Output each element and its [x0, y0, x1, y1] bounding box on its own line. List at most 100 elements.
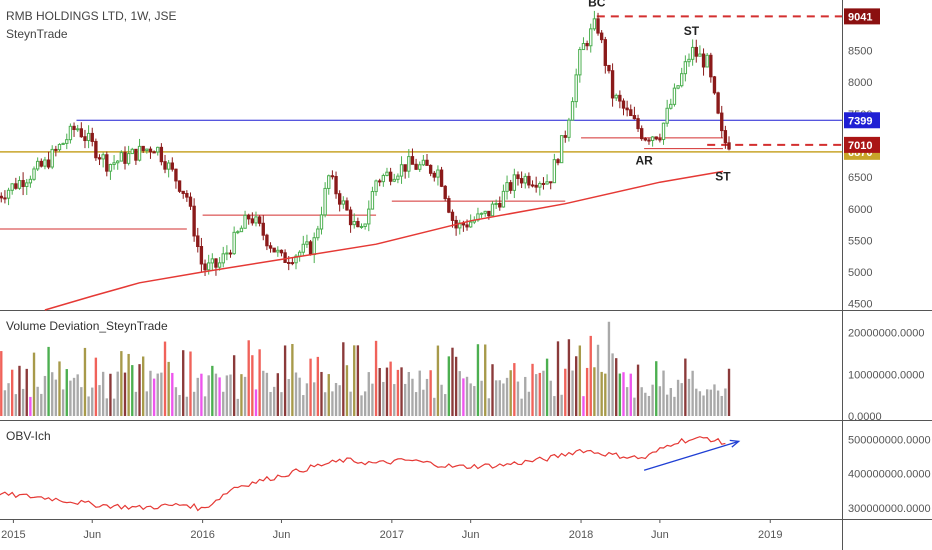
volume-bar	[505, 377, 509, 416]
candle-body	[530, 184, 535, 187]
volume-bar	[400, 367, 403, 416]
candle-body	[436, 169, 440, 178]
candle-body	[643, 138, 648, 141]
volume-bar	[418, 370, 421, 416]
volume-bar	[120, 351, 123, 416]
volume-bar	[665, 394, 669, 416]
candle-body	[512, 174, 517, 191]
candle-body	[312, 237, 316, 256]
price-badge-label: 7399	[848, 115, 872, 127]
candle-body	[498, 202, 502, 208]
volume-bar	[589, 335, 592, 416]
volume-plot-area[interactable]	[0, 321, 731, 416]
volume-bar	[43, 375, 47, 416]
candle-body	[308, 241, 313, 256]
candle-body	[199, 246, 204, 265]
volume-bar	[593, 367, 596, 416]
volume-bar	[363, 391, 367, 416]
volume-bar	[109, 373, 112, 416]
price-badge-background	[844, 112, 880, 129]
volume-bar	[309, 358, 312, 416]
volume-bar	[494, 380, 498, 416]
candle-body	[683, 61, 688, 75]
volume-bar	[94, 357, 98, 416]
candle-body	[334, 175, 338, 195]
volume-bar	[480, 380, 483, 416]
candle-body	[494, 202, 498, 205]
volume-bar	[633, 397, 636, 416]
volume-bar	[636, 364, 640, 416]
candle-body	[396, 175, 400, 180]
candle-body	[116, 160, 120, 164]
axis-labels: 4500500055006000650070007500800085007399…	[1, 8, 931, 541]
volume-bar	[531, 363, 534, 416]
volume-bar	[534, 374, 538, 416]
price-tick-label: 6500	[848, 172, 872, 184]
candle-body	[698, 53, 702, 57]
volume-bar	[578, 345, 582, 416]
candle-body	[61, 142, 65, 145]
candle-body	[6, 189, 11, 199]
volume-bar	[316, 356, 320, 416]
volume-bar	[698, 391, 702, 416]
volume-bar	[163, 341, 167, 416]
candle-body	[32, 168, 36, 180]
volume-bar	[32, 352, 36, 416]
candle-body	[618, 94, 622, 102]
candle-body	[363, 223, 367, 227]
candle-body	[265, 234, 269, 247]
volume-bar	[691, 370, 694, 416]
volume-bar	[338, 385, 341, 416]
volume-bar	[673, 396, 676, 416]
volume-bar	[476, 344, 480, 416]
obv-plot-area[interactable]	[0, 436, 741, 512]
candle-body	[479, 212, 484, 215]
obv-tick-label: 400000000.0000	[848, 469, 931, 481]
volume-bar	[640, 387, 643, 416]
candle-body	[665, 107, 669, 124]
candle-body	[534, 184, 538, 188]
obv-pane-title: OBV-Ich	[6, 429, 51, 443]
candle-body	[68, 125, 73, 141]
candle-body	[428, 164, 433, 174]
candle-body	[523, 175, 527, 184]
volume-bar	[334, 382, 338, 416]
volume-bar	[571, 370, 574, 416]
volume-bar	[232, 355, 236, 416]
candle-body	[385, 171, 389, 177]
candle-body	[188, 196, 193, 207]
candle-body	[647, 139, 651, 142]
candle-body	[134, 148, 138, 161]
candle-body	[559, 135, 564, 164]
volume-bar	[447, 356, 451, 416]
volume-bar	[567, 339, 571, 416]
candle-body	[509, 182, 513, 191]
volume-bar	[101, 371, 105, 416]
candle-body	[76, 128, 80, 131]
volume-bar	[374, 340, 378, 416]
candle-body	[21, 180, 25, 187]
volume-bar	[433, 397, 436, 416]
volume-bar	[473, 386, 476, 416]
candle-body	[108, 163, 113, 172]
candle-body	[254, 216, 258, 224]
volume-bar	[152, 378, 156, 416]
volume-bar	[444, 394, 447, 416]
volume-bar	[131, 365, 134, 416]
volume-bar	[134, 391, 138, 416]
obv-tick-label: 500000000.0000	[848, 435, 931, 447]
candle-body	[516, 174, 520, 180]
candle-body	[388, 171, 393, 182]
volume-bar	[305, 383, 309, 416]
candle-body	[585, 43, 589, 47]
volume-bar	[240, 374, 243, 416]
price-plot-area[interactable]: BC ST AR ST	[0, 0, 842, 311]
volume-bar	[524, 376, 527, 416]
candle-body	[527, 175, 531, 186]
candle-body	[148, 148, 153, 153]
candle-body	[716, 92, 720, 114]
candle-body	[669, 103, 673, 109]
volume-bar	[684, 358, 687, 416]
volume-bar	[171, 372, 174, 416]
